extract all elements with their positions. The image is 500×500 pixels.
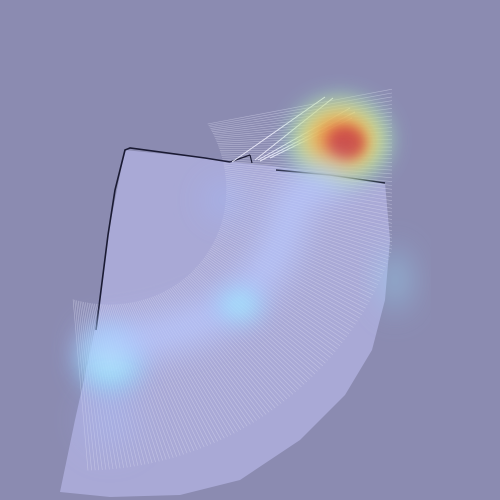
scan-ray <box>209 249 345 341</box>
scan-ray <box>210 247 348 338</box>
scan-ray <box>220 224 374 296</box>
scan-ray <box>224 208 386 268</box>
hotspot-primary-core <box>329 127 365 159</box>
scan-ray <box>206 254 338 350</box>
scan-ray <box>179 281 288 400</box>
scan-ray <box>224 206 388 264</box>
scan-ray <box>219 228 370 302</box>
scan-ray <box>222 218 379 285</box>
scan-ray <box>178 282 285 402</box>
hotspot-right-edge <box>377 240 413 320</box>
scan-ray <box>215 239 358 322</box>
scan-ray <box>187 275 302 388</box>
scan-ray <box>184 277 296 393</box>
scan-ray <box>171 287 273 411</box>
scan-ray <box>225 201 392 253</box>
scan-ray <box>189 273 305 385</box>
scan-ray <box>225 203 390 257</box>
scan-ray <box>217 233 364 312</box>
scan-ray <box>211 246 350 334</box>
hotspot-mid-cyan <box>210 281 270 329</box>
scan-ray <box>205 256 336 352</box>
scan-ray <box>218 229 368 306</box>
scan-ray <box>175 285 279 406</box>
scan-ray <box>208 251 343 344</box>
heatmap-layer <box>65 92 413 460</box>
obstacle-outline <box>95 147 231 331</box>
scan-ray <box>176 283 282 404</box>
scan-ray <box>214 240 356 325</box>
scan-ray <box>186 276 299 390</box>
scan-ray <box>181 280 291 397</box>
scan-ray <box>213 242 354 328</box>
hotspot-upper-blue <box>195 172 255 228</box>
scan-ray <box>216 235 362 315</box>
scan-ray <box>221 222 375 292</box>
scan-ray <box>207 252 341 347</box>
scan-ray <box>224 210 385 271</box>
hotspot-arc-band <box>83 163 347 362</box>
scan-ray <box>215 237 360 319</box>
scan-ray <box>183 279 294 395</box>
scan-ray <box>220 226 372 299</box>
scan-ray <box>218 231 366 309</box>
scan-ray <box>212 244 352 331</box>
scan-ray <box>223 214 382 278</box>
scan-ray <box>225 205 389 261</box>
scan-ray <box>223 212 383 275</box>
scan-ray <box>221 220 377 289</box>
scan-ray <box>222 216 380 282</box>
scan-ray <box>173 286 276 409</box>
scan-ray <box>207 88 393 125</box>
hotspot-lower-haze <box>70 380 150 460</box>
